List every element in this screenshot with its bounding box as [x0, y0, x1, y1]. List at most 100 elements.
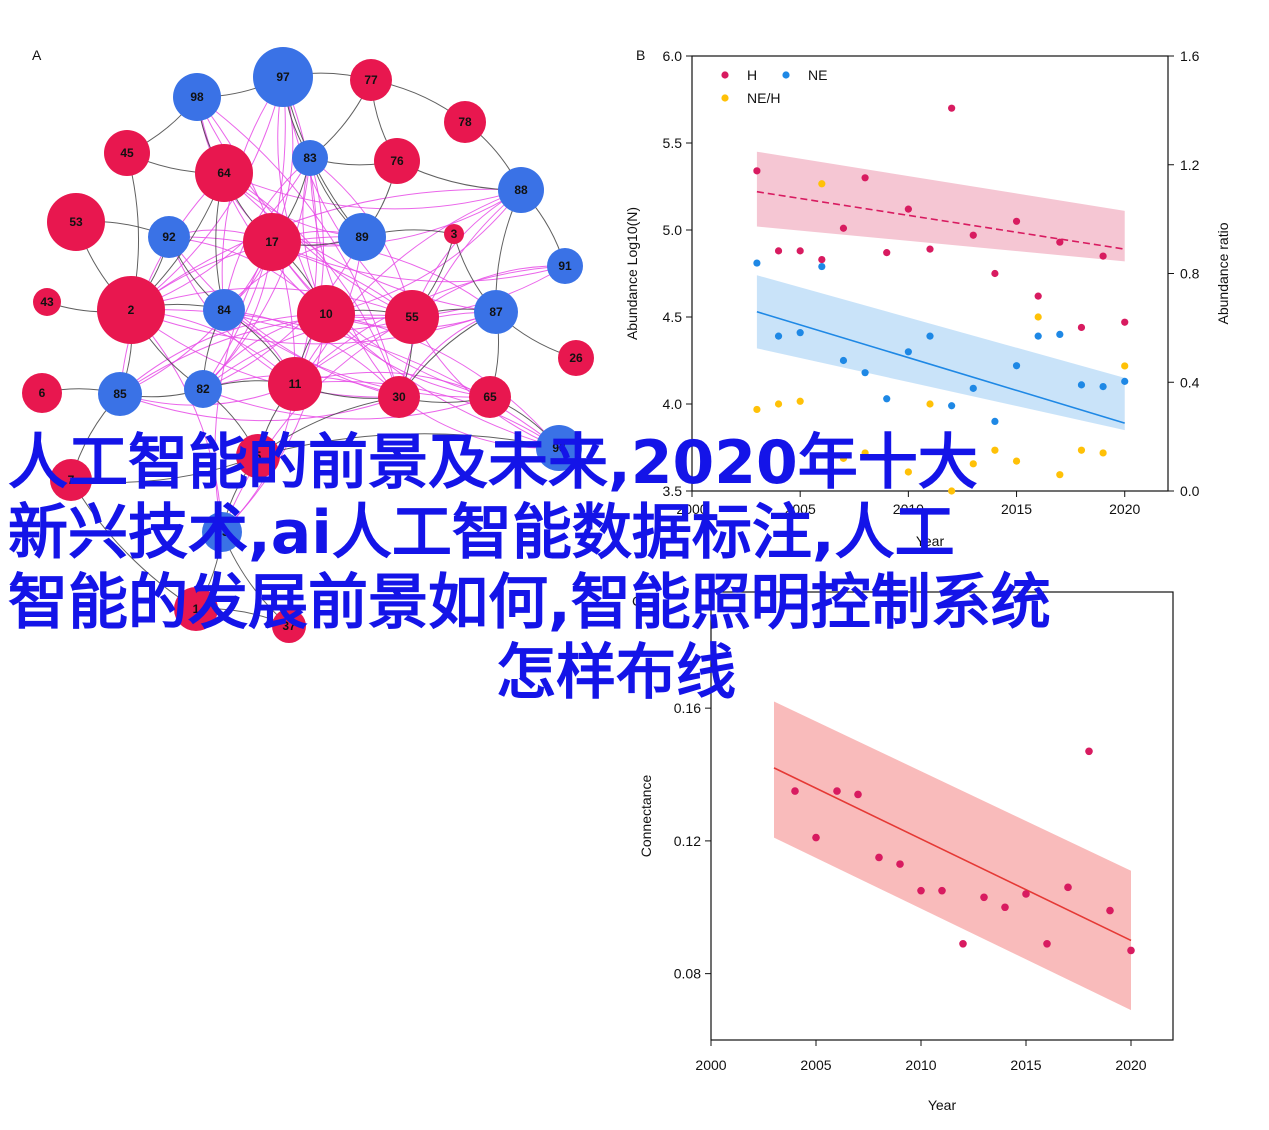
- legend-marker-NE: [782, 71, 790, 79]
- node-label-85: 85: [113, 387, 127, 401]
- abundance-panel: B 2000 2005 2010 2015 2020 6.0 5.5 5.0 4.5 4.0 3.5…: [624, 47, 1231, 549]
- point-NE-2009: [883, 395, 891, 403]
- point-H-2007: [839, 224, 848, 232]
- ytick-label-c-0.12: 0.12: [674, 833, 701, 849]
- legend-marker-H: [721, 71, 729, 79]
- edge-96-17: [271, 241, 560, 449]
- node-85: [98, 372, 142, 416]
- ytick-label-b-6.0: 6.0: [663, 48, 683, 64]
- xlabel-c: Year: [928, 1097, 957, 1113]
- point-NE-2017: [1056, 330, 1064, 338]
- xtick-label-b-2005: 2005: [785, 501, 816, 517]
- node-label-45: 45: [120, 146, 134, 160]
- node-label-87: 87: [489, 305, 503, 319]
- node-17: [243, 213, 301, 271]
- edge-87-2: [130, 309, 497, 345]
- xtick-label-b-2015: 2015: [1001, 501, 1032, 517]
- node-2: [97, 276, 165, 344]
- point-H-2016: [1034, 292, 1042, 300]
- edge-17-65: [271, 241, 491, 398]
- point-NE/H-2014: [991, 446, 999, 454]
- legend-label-H: H: [747, 67, 757, 83]
- edge-88-11: [294, 189, 522, 385]
- edge-88-30: [398, 189, 522, 398]
- node-label-83: 83: [303, 151, 317, 165]
- y2tick-label-b-0.8: 0.8: [1180, 266, 1200, 282]
- fit-line-connectance: [773, 767, 1132, 942]
- point-H-2015: [1012, 217, 1021, 225]
- node-label-6: 6: [39, 386, 46, 400]
- point-connectance-2008: [875, 853, 883, 862]
- band-connectance: [774, 701, 1131, 1011]
- point-NE-2007: [839, 356, 848, 365]
- xtick-label-c-2010: 2010: [905, 1057, 936, 1073]
- ylabel-b: Abundance Log10(N): [624, 207, 640, 340]
- xtick-label-c-2000: 2000: [695, 1057, 726, 1073]
- point-connectance-2014: [1001, 903, 1009, 912]
- node-label-97: 97: [276, 70, 290, 84]
- edge-82-65: [202, 388, 491, 420]
- point-NE-2010: [904, 348, 912, 356]
- point-connectance-2012: [959, 939, 967, 948]
- edge-96-11: [294, 380, 560, 449]
- point-H-2004: [774, 247, 783, 255]
- edge-7-1: [70, 479, 197, 610]
- ylabel-c: Connectance: [638, 775, 654, 858]
- point-H-2013: [969, 231, 977, 239]
- node-label-98: 98: [190, 90, 204, 104]
- node-label-84: 84: [217, 303, 231, 317]
- edge-85-55: [119, 314, 413, 395]
- edge-96-5: [257, 433, 560, 457]
- node-label-30: 30: [392, 390, 406, 404]
- node-label-77: 77: [364, 73, 378, 87]
- node-label-2: 2: [128, 303, 135, 317]
- point-NE-2012: [948, 402, 956, 410]
- fit-line-NE: [756, 311, 1125, 424]
- point-connectance-2016: [1043, 939, 1051, 948]
- point-H-2020: [1121, 318, 1129, 326]
- node-89: [338, 213, 386, 261]
- point-NE-2020: [1121, 377, 1129, 385]
- node-91: [547, 248, 583, 284]
- node-label-3: 3: [451, 227, 458, 241]
- edge-87-17: [271, 241, 497, 313]
- point-NE-2006: [818, 262, 826, 271]
- node-10: [297, 285, 355, 343]
- legend-marker-NE/H: [721, 94, 729, 102]
- node-55: [385, 290, 439, 344]
- band-NE: [756, 275, 1125, 431]
- plot-frame-c: [710, 591, 1174, 1041]
- node-77: [350, 59, 392, 101]
- node-label-93: 93: [215, 525, 229, 539]
- point-NE-2008: [861, 369, 869, 377]
- node-45: [104, 130, 150, 176]
- edge-85-30: [119, 393, 400, 422]
- ytick-label-b-4.5: 4.5: [663, 309, 683, 325]
- ytick-label-b-4.0: 4.0: [663, 396, 683, 412]
- edge-64-30: [223, 172, 400, 398]
- panel-letter-a: A: [32, 47, 42, 63]
- edge-93-2: [130, 309, 223, 533]
- xtick-label-b-2020: 2020: [1109, 501, 1140, 517]
- point-NE-2004: [774, 332, 783, 340]
- point-connectance-2017: [1064, 883, 1072, 892]
- node-93: [202, 512, 242, 552]
- point-connectance-2005: [812, 833, 820, 842]
- node-label-65: 65: [483, 390, 497, 404]
- node-37: [272, 609, 306, 643]
- point-NE/H-2017: [1056, 471, 1064, 479]
- point-NE-2011: [926, 332, 934, 340]
- node-label-53: 53: [69, 215, 83, 229]
- edge-7-5: [70, 455, 259, 483]
- point-NE-2018: [1077, 381, 1086, 389]
- node-82: [184, 370, 222, 408]
- edge-96-2: [130, 309, 560, 449]
- point-H-2011: [926, 245, 934, 253]
- node-label-5: 5: [255, 449, 262, 463]
- point-H-2008: [861, 174, 869, 182]
- point-NE/H-2020: [1121, 362, 1129, 370]
- node-label-26: 26: [569, 351, 583, 365]
- node-30: [378, 376, 420, 418]
- y2tick-label-b-0.0: 0.0: [1180, 483, 1200, 499]
- node-1: [174, 587, 218, 631]
